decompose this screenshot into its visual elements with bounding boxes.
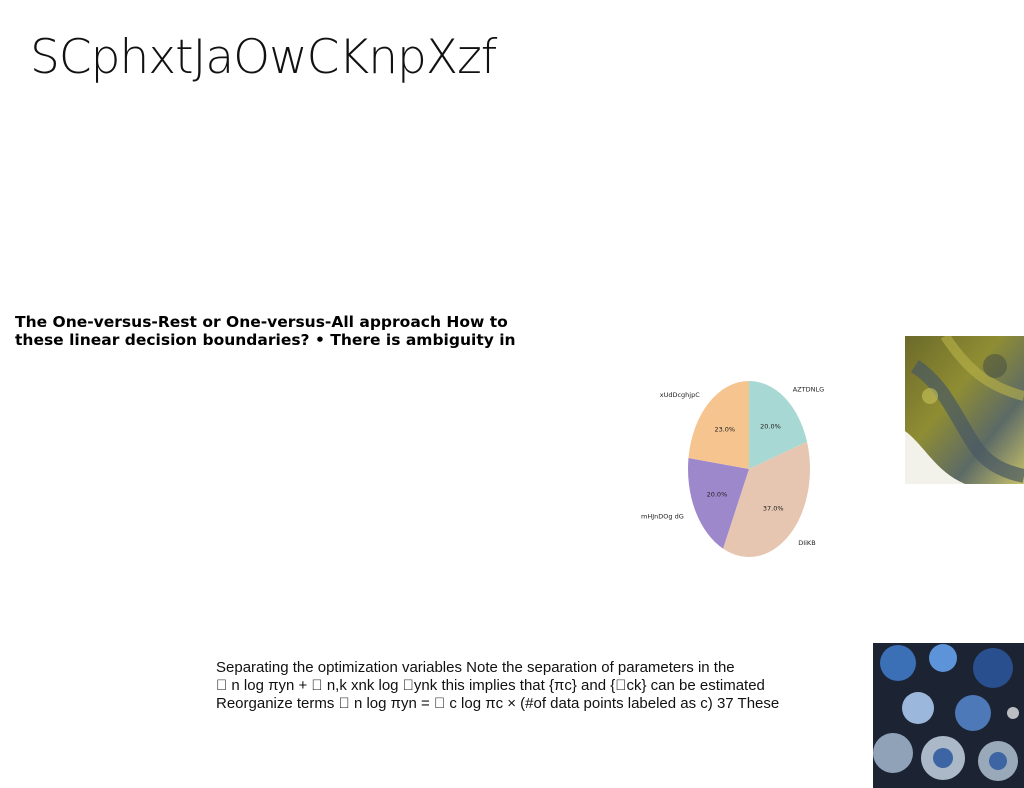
tableware-photo: [873, 643, 1024, 788]
body-line: Separating the optimization variables No…: [216, 659, 735, 676]
pie-slice-percent-label: 23.0%: [714, 425, 735, 433]
pie-chart-svg: 20.0% AZTDNLG 37.0% DIiKB 20.0% mHJnDOg dG 23.…: [641, 381, 824, 557]
heading-line: The One-versus-Rest or One-versus-All ap…: [15, 313, 508, 331]
body-line:   n log πyn +   n,k xnk log  ynk this im…: [216, 677, 765, 694]
pie-slice-percent-label: 20.0%: [707, 490, 728, 498]
body-line: Reorganize terms   n log πyn =   c log π…: [216, 695, 780, 712]
pie-slice-category-label: AZTDNLG: [793, 385, 824, 393]
pie-slice-category-label: xUdDcghjpC: [660, 391, 700, 399]
pie-slice-percent-label: 37.0%: [763, 505, 784, 513]
slide-heading: The One-versus-Rest or One-versus-All ap…: [15, 313, 555, 349]
pie-slice-category-label: DIiKB: [798, 539, 815, 547]
pie-slice: [723, 441, 810, 557]
moss-photo: [905, 336, 1024, 484]
pie-slice-percent-label: 20.0%: [760, 422, 781, 430]
pie-slice: [688, 457, 749, 549]
pie-slice-category-label: mHJnDOg dG: [641, 512, 684, 520]
heading-line: these linear decision boundaries? • Ther…: [15, 331, 516, 349]
slide-body-text: Separating the optimization variables No…: [216, 659, 856, 713]
pie-slice: [749, 381, 808, 469]
pie-slice: [688, 381, 749, 469]
pie-chart: 20.0% AZTDNLG 37.0% DIiKB 20.0% mHJnDOg dG 23.…: [640, 370, 840, 570]
slide-title: SCphxtJaOwCKnpXzf: [30, 30, 497, 85]
